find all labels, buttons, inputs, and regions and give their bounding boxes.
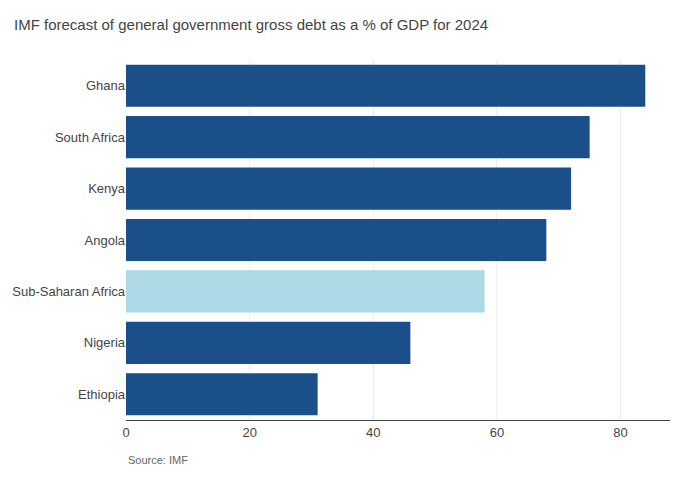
svg-text:Kenya: Kenya: [88, 181, 126, 196]
svg-text:Source: IMF: Source: IMF: [128, 454, 188, 466]
svg-text:Angola: Angola: [85, 233, 126, 248]
svg-text:60: 60: [490, 425, 504, 440]
svg-text:IMF forecast of general govern: IMF forecast of general government gross…: [14, 16, 488, 33]
svg-text:40: 40: [366, 425, 380, 440]
svg-text:Ethiopia: Ethiopia: [78, 387, 126, 402]
svg-text:20: 20: [242, 425, 256, 440]
svg-text:80: 80: [613, 425, 627, 440]
svg-text:0: 0: [122, 425, 129, 440]
svg-text:South Africa: South Africa: [55, 130, 126, 145]
svg-text:Nigeria: Nigeria: [84, 335, 126, 350]
svg-text:Ghana: Ghana: [86, 78, 126, 93]
svg-text:Sub-Saharan Africa: Sub-Saharan Africa: [12, 284, 126, 299]
